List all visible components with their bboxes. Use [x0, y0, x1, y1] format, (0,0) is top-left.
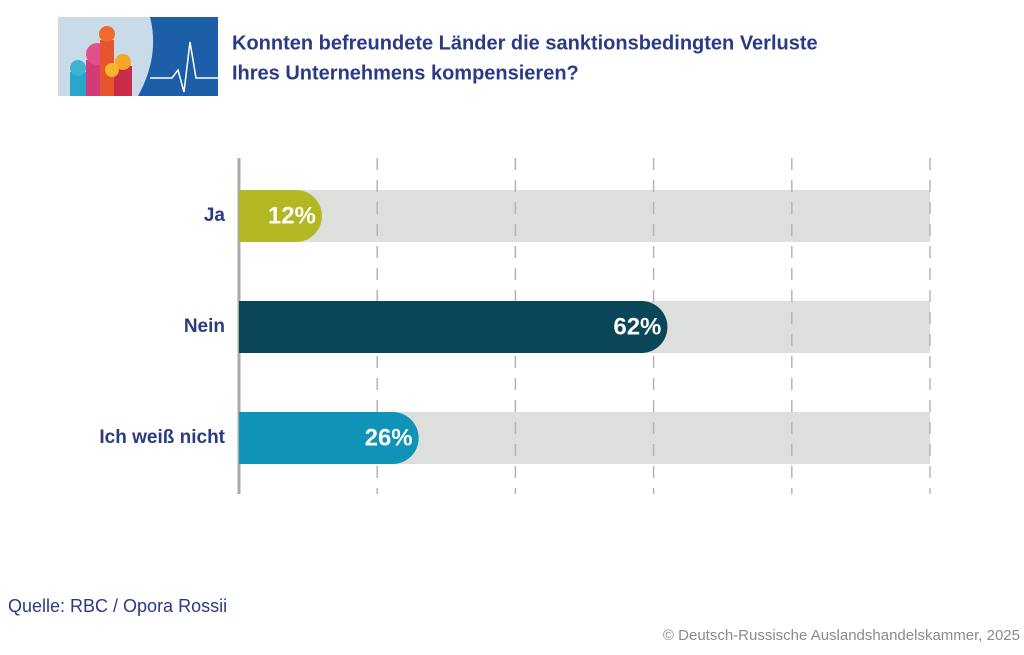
category-label: Ich weiß nicht	[99, 427, 225, 448]
bar	[239, 190, 322, 242]
category-label: Ja	[204, 205, 226, 226]
value-label: 62%	[613, 313, 661, 340]
logo	[58, 17, 218, 96]
chart-title: Ihres Unternehmens kompensieren?	[232, 62, 579, 84]
value-label: 26%	[365, 424, 413, 451]
value-label: 12%	[268, 202, 316, 229]
bar	[239, 301, 668, 353]
category-label: Nein	[184, 316, 225, 337]
chart-title: Konnten befreundete Länder die sanktions…	[232, 32, 818, 54]
bar-track	[239, 190, 930, 242]
copyright: © Deutsch-Russische Auslandshandelskamme…	[663, 627, 1020, 644]
bar	[239, 412, 419, 464]
source: Quelle: RBC / Opora Rossii	[8, 596, 227, 616]
